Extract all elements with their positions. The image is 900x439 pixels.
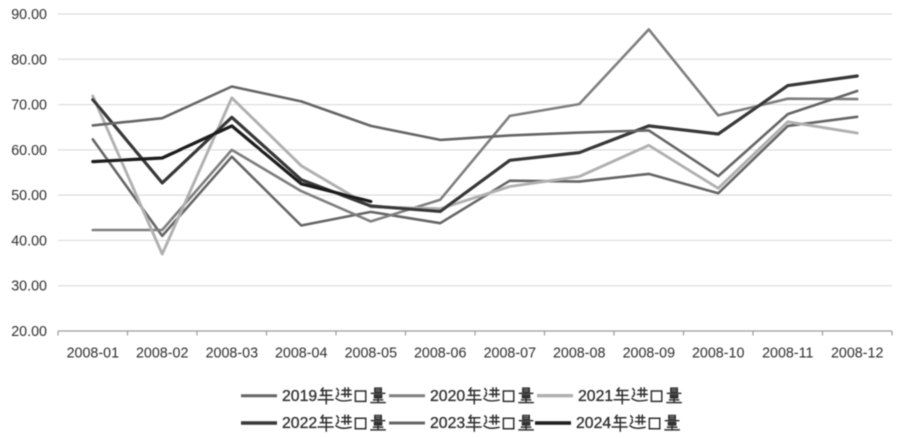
svg-text:2022: 2022 bbox=[282, 415, 317, 432]
svg-text:2008-11: 2008-11 bbox=[762, 346, 813, 362]
svg-text:70.00: 70.00 bbox=[11, 98, 47, 114]
svg-text:50.00: 50.00 bbox=[11, 188, 47, 204]
svg-text:90.00: 90.00 bbox=[11, 7, 47, 23]
svg-text:2024: 2024 bbox=[576, 415, 611, 432]
svg-text:20.00: 20.00 bbox=[11, 324, 47, 340]
svg-text:2008-05: 2008-05 bbox=[345, 346, 398, 362]
svg-text:2008-08: 2008-08 bbox=[553, 346, 606, 362]
svg-text:2008-07: 2008-07 bbox=[484, 346, 537, 362]
svg-text:2008-06: 2008-06 bbox=[414, 346, 467, 362]
svg-text:2008-10: 2008-10 bbox=[692, 346, 745, 362]
svg-text:80.00: 80.00 bbox=[11, 52, 47, 68]
svg-text:2020: 2020 bbox=[430, 388, 465, 405]
svg-text:2008-12: 2008-12 bbox=[831, 346, 884, 362]
svg-text:40.00: 40.00 bbox=[11, 233, 47, 249]
svg-text:30.00: 30.00 bbox=[11, 279, 47, 295]
svg-text:2008-03: 2008-03 bbox=[206, 346, 259, 362]
svg-text:60.00: 60.00 bbox=[11, 143, 47, 159]
svg-text:2008-09: 2008-09 bbox=[623, 346, 676, 362]
svg-text:2008-04: 2008-04 bbox=[275, 346, 328, 362]
svg-text:2008-02: 2008-02 bbox=[136, 346, 189, 362]
svg-text:2019: 2019 bbox=[282, 388, 317, 405]
svg-text:2008-01: 2008-01 bbox=[67, 346, 120, 362]
svg-text:2023: 2023 bbox=[430, 415, 465, 432]
svg-text:2021: 2021 bbox=[578, 388, 613, 405]
